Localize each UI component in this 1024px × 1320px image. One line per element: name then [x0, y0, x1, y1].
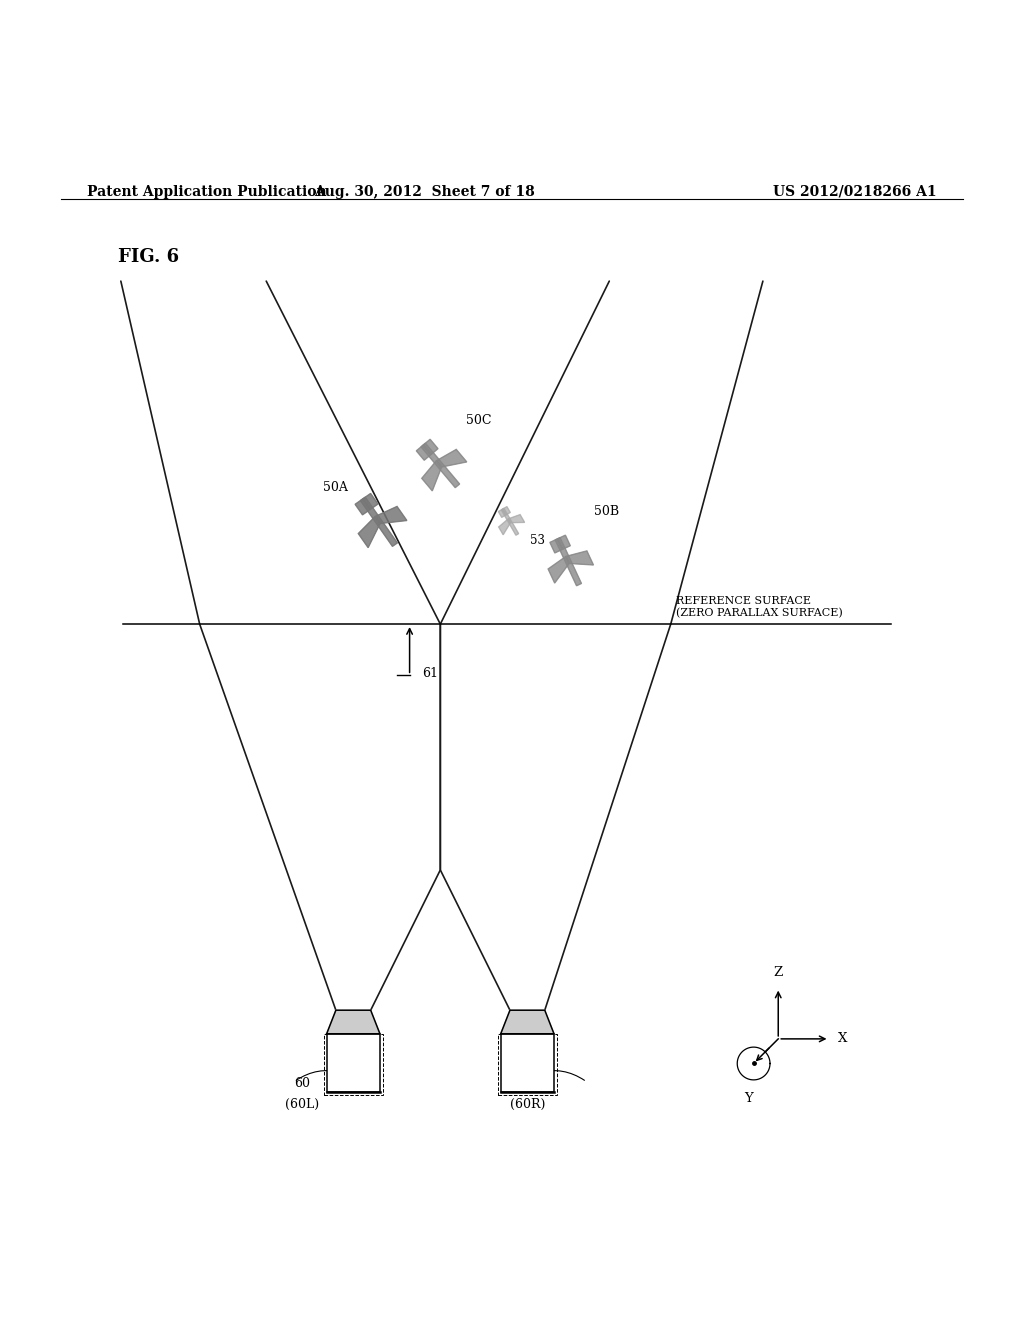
Text: 50B: 50B [594, 504, 620, 517]
Text: X: X [838, 1032, 847, 1045]
Text: FIG. 6: FIG. 6 [118, 248, 179, 267]
Polygon shape [355, 499, 371, 515]
Polygon shape [501, 1010, 554, 1034]
Polygon shape [499, 519, 511, 535]
Text: US 2012/0218266 A1: US 2012/0218266 A1 [773, 185, 937, 199]
Text: 53: 53 [530, 535, 546, 546]
Text: 60: 60 [294, 1077, 310, 1090]
Polygon shape [558, 535, 570, 549]
Polygon shape [508, 515, 524, 523]
Polygon shape [566, 550, 594, 565]
Bar [498, 1034, 557, 1096]
Polygon shape [422, 461, 441, 491]
Polygon shape [358, 516, 380, 548]
Polygon shape [555, 537, 582, 586]
Polygon shape [421, 444, 460, 487]
Polygon shape [375, 507, 407, 524]
Polygon shape [423, 440, 438, 454]
Polygon shape [327, 1010, 380, 1034]
Polygon shape [502, 508, 518, 535]
Text: (60L): (60L) [285, 1098, 319, 1111]
Text: Patent Application Publication: Patent Application Publication [87, 185, 327, 199]
Text: Y: Y [744, 1092, 753, 1105]
Text: 61: 61 [422, 667, 438, 680]
Polygon shape [436, 449, 467, 467]
Text: 50A: 50A [323, 480, 347, 494]
Text: Aug. 30, 2012  Sheet 7 of 18: Aug. 30, 2012 Sheet 7 of 18 [314, 185, 536, 199]
Polygon shape [499, 510, 506, 517]
Polygon shape [417, 445, 431, 461]
Text: 60: 60 [519, 1077, 536, 1090]
Polygon shape [360, 498, 397, 546]
Text: 50C: 50C [466, 413, 492, 426]
Polygon shape [550, 539, 562, 553]
Text: (60R): (60R) [510, 1098, 545, 1111]
Bar [324, 1034, 383, 1096]
Text: Z: Z [773, 966, 783, 979]
Polygon shape [362, 494, 378, 510]
Polygon shape [503, 507, 510, 515]
Text: REFERENCE SURFACE
(ZERO PARALLAX SURFACE): REFERENCE SURFACE (ZERO PARALLAX SURFACE… [676, 597, 843, 618]
Bar [327, 1034, 380, 1092]
Polygon shape [548, 557, 569, 583]
Bar [501, 1034, 554, 1092]
